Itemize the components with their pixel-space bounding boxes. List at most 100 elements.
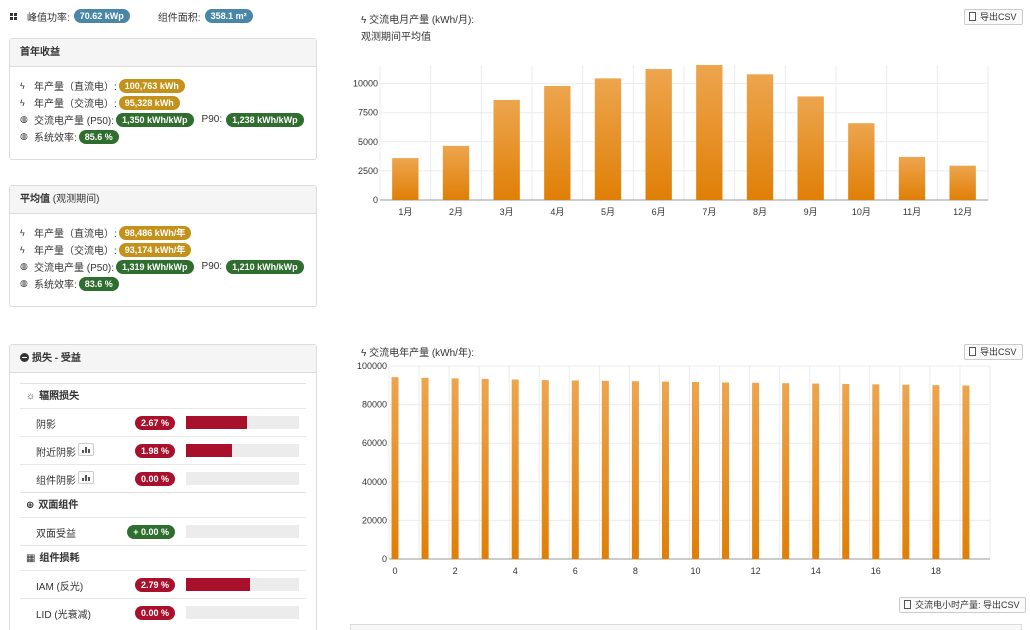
minus-circle-icon <box>20 353 29 362</box>
gauge-icon: ◍ <box>20 261 28 271</box>
bar <box>511 379 519 559</box>
sun-icon: ☼ <box>26 391 36 402</box>
stat-label: 交流电产量 (P50): <box>34 263 115 274</box>
loss-bar-fill <box>186 444 233 457</box>
hourly-export-csv-button[interactable]: 交流电小时产量: 导出CSV <box>899 597 1026 613</box>
x-tick-label: 7月 <box>702 207 716 217</box>
grid-icon <box>10 12 17 20</box>
loss-percent-badge: 0.00 % <box>134 472 175 486</box>
loss-label: 阴影 <box>36 420 56 431</box>
loss-section-header: ▦ 组件损耗 <box>20 545 306 570</box>
bar <box>746 74 774 200</box>
module-area-label: 组件面积: <box>157 12 201 24</box>
loss-row: LID (光衰减) 0.00 % <box>20 598 306 626</box>
monthly-export-csv-button[interactable]: 导出CSV <box>964 9 1023 25</box>
bar <box>645 69 672 200</box>
grid-icon: ▦ <box>26 553 36 564</box>
loss-label: 双面受益 <box>36 529 76 540</box>
x-tick-label: 10月 <box>852 207 871 217</box>
loss-label: LID (光衰减) <box>36 610 91 621</box>
y-tick-label: 0 <box>373 195 378 205</box>
y-tick-label: 60000 <box>362 438 387 448</box>
x-tick-label: 10 <box>690 566 700 576</box>
y-tick-label: 5000 <box>358 137 378 147</box>
x-tick-label: 4月 <box>550 207 564 217</box>
loss-bar <box>186 578 299 591</box>
bar <box>481 378 489 559</box>
loss-section-header: ⊕ 双面组件 <box>20 492 306 517</box>
loss-percent-badge: 2.67 % <box>134 416 175 430</box>
p90-label: P90: <box>201 261 223 272</box>
document-icon <box>969 347 976 356</box>
y-tick-label: 10000 <box>353 79 378 89</box>
p90-label: P90: <box>201 114 223 125</box>
losses-panel: 损失 - 受益 ☼ 辐照损失 阴影 2.67 % 附近阴影 1.98 % 组件阴影 0.00 … <box>9 344 317 630</box>
bar <box>848 123 875 200</box>
loss-percent-badge: 2.79 % <box>134 578 175 592</box>
loss-percent-badge: 0.00 % <box>134 606 175 620</box>
x-tick-label: 9月 <box>804 207 818 217</box>
losses-title[interactable]: 损失 - 受益 <box>10 345 316 373</box>
monthly-chart-title: ϟ 交流电月产量 (kWh/月): <box>361 15 475 26</box>
bolt-icon: ϟ <box>20 97 25 108</box>
stat-row: ◍ 系统效率: 83.6 % <box>20 275 306 292</box>
bar <box>442 145 470 200</box>
x-tick-label: 2月 <box>449 207 463 217</box>
loss-bar-fill <box>186 416 248 429</box>
gauge-icon: ◍ <box>20 278 28 288</box>
bar <box>722 382 730 559</box>
stat-value-badge: 98,486 kWh/年 <box>118 225 192 240</box>
stat-label: 年产量（直流电）: <box>34 82 117 93</box>
bar <box>696 65 723 200</box>
peak-power-label: 峰值功率: <box>27 12 70 24</box>
loss-bar <box>186 606 299 619</box>
loss-bar <box>186 416 299 429</box>
loss-percent-badge: + 0.00 % <box>127 525 175 539</box>
stat-label: 年产量（交流电）: <box>34 246 117 257</box>
loss-bar <box>186 444 299 457</box>
loss-section-header: ☼ 辐照损失 <box>20 383 306 408</box>
stat-row: ϟ 年产量（交流电）: 93,174 kWh/年 <box>20 241 306 258</box>
stat-row: ϟ 年产量（直流电）: 100,763 kWh <box>20 77 306 94</box>
stat-label: 系统效率: <box>34 133 77 144</box>
stat-label: 交流电产量 (P50): <box>34 116 115 127</box>
peak-power-badge: 70.62 kWp <box>73 9 130 23</box>
stat-value-badge: 93,174 kWh/年 <box>118 242 192 257</box>
loss-bar <box>186 525 299 538</box>
bar-chart-icon[interactable] <box>78 471 94 484</box>
x-tick-label: 2 <box>453 566 458 576</box>
bar-chart-icon[interactable] <box>78 443 94 456</box>
stat-value-badge: 1,319 kWh/kWp <box>116 259 194 274</box>
first-year-title: 首年收益 <box>10 39 316 67</box>
bar <box>752 382 760 559</box>
bar <box>631 381 639 559</box>
x-tick-label: 8月 <box>753 207 767 217</box>
bar <box>962 385 970 559</box>
x-tick-label: 12月 <box>953 207 972 217</box>
yearly-chart: 0 20000 40000 60000 80000 100000 0 2 4 6 8 10 12 14 16… <box>357 361 991 576</box>
document-icon <box>904 600 911 609</box>
monthly-chart: 0 2500 5000 7500 10000 1月 2月 3月 4月 5月 6月 7月 8月 9月 10月 1… <box>353 65 989 217</box>
next-panel-edge <box>350 624 1022 630</box>
loss-row: 组件阴影 0.00 % <box>20 464 306 492</box>
first-year-panel: 首年收益 ϟ 年产量（直流电）: 100,763 kWh ϟ 年产量（交流电）: 95,3… <box>9 38 317 160</box>
x-tick-label: 5月 <box>601 207 615 217</box>
y-tick-label: 20000 <box>362 515 387 525</box>
bar <box>692 382 699 559</box>
bolt-icon: ϟ <box>20 80 25 91</box>
bar <box>932 385 940 559</box>
stat-row: ◍ 系统效率: 85.6 % <box>20 128 306 145</box>
bolt-icon: ϟ <box>361 348 367 359</box>
y-tick-label: 2500 <box>358 166 378 176</box>
loss-row: 双面受益 + 0.00 % <box>20 517 306 545</box>
x-tick-label: 16 <box>871 566 881 576</box>
x-tick-label: 14 <box>811 566 821 576</box>
bar <box>391 377 399 559</box>
x-tick-label: 11月 <box>903 207 921 217</box>
system-stats: 峰值功率: 70.62 kWp 组件面积: 358.1 m² <box>10 9 253 24</box>
loss-row: IAM (反光) 2.79 % <box>20 570 306 598</box>
bar <box>594 78 622 200</box>
yearly-export-csv-button[interactable]: 导出CSV <box>964 344 1023 360</box>
bar <box>571 380 579 559</box>
gauge-icon: ◍ <box>20 114 28 124</box>
